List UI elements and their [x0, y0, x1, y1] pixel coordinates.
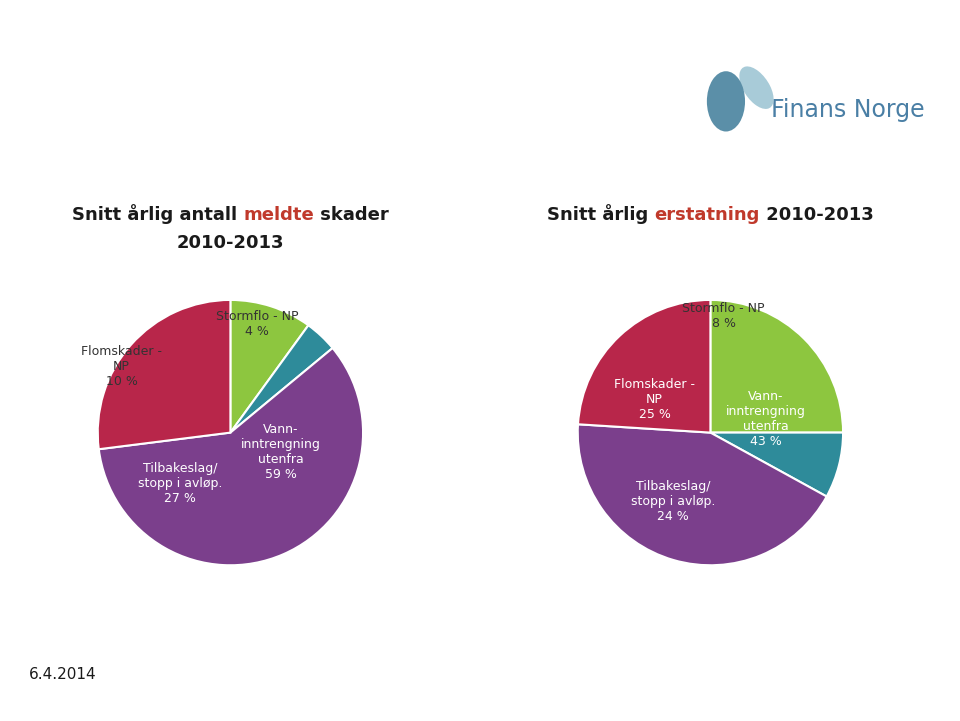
Text: Snitt årlig: Snitt årlig	[547, 203, 655, 224]
Text: Stormflo - NP
4 %: Stormflo - NP 4 %	[216, 310, 299, 338]
Text: Vann-
inntrengning
utenfra
43 %: Vann- inntrengning utenfra 43 %	[726, 390, 806, 448]
Text: skader: skader	[314, 205, 389, 224]
Text: Snitt årlig antall: Snitt årlig antall	[72, 203, 243, 224]
Text: erstatning: erstatning	[655, 205, 760, 224]
Text: 2010-2013: 2010-2013	[177, 234, 284, 252]
Text: Vann-
inntrengning
utenfra
59 %: Vann- inntrengning utenfra 59 %	[241, 423, 321, 482]
Wedge shape	[230, 300, 308, 433]
Wedge shape	[230, 325, 332, 433]
Text: Flomskader -
NP
10 %: Flomskader - NP 10 %	[81, 345, 162, 388]
Text: Finans Norge: Finans Norge	[771, 97, 924, 122]
Text: 6.4.2014: 6.4.2014	[29, 667, 96, 681]
Ellipse shape	[739, 66, 774, 109]
Wedge shape	[710, 433, 843, 497]
Wedge shape	[710, 300, 843, 433]
Text: Skader knyttet til (mer)
ekstremregn og overvann
øker mest: Skader knyttet til (mer) ekstremregn og …	[36, 83, 414, 180]
Wedge shape	[99, 348, 363, 565]
Wedge shape	[578, 300, 710, 433]
Text: Tilbakeslag/
stopp i avløp.
24 %: Tilbakeslag/ stopp i avløp. 24 %	[631, 480, 715, 523]
Wedge shape	[98, 300, 230, 449]
Text: Tilbakeslag/
stopp i avløp.
27 %: Tilbakeslag/ stopp i avløp. 27 %	[138, 461, 222, 505]
Text: meldte: meldte	[243, 205, 314, 224]
Text: Flomskader -
NP
25 %: Flomskader - NP 25 %	[614, 378, 695, 421]
Text: FNH: FNH	[384, 669, 413, 683]
Text: Stormflo - NP
8 %: Stormflo - NP 8 %	[683, 302, 765, 329]
Wedge shape	[578, 424, 827, 565]
Ellipse shape	[707, 71, 745, 131]
Text: 2010-2013: 2010-2013	[760, 205, 874, 224]
